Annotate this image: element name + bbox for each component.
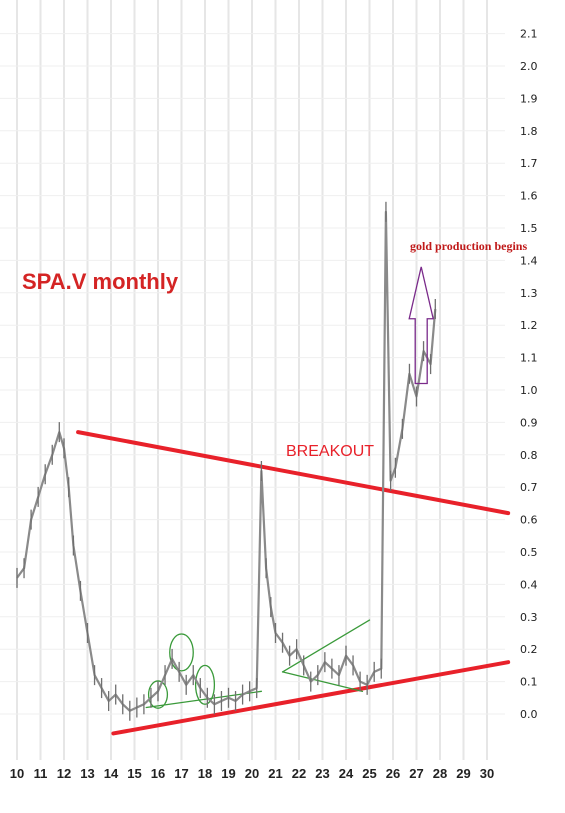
chart-title: SPA.V monthly (22, 269, 179, 294)
y-tick-label: 1.0 (520, 384, 538, 397)
x-tick-label: 16 (151, 766, 165, 781)
x-axis: 10 11 12 13 14 15 16 17 18 19 20 21 22 23 24 25 26 27 28 29… (10, 766, 494, 781)
support-trendline (111, 660, 511, 736)
breakout-annotation: BREAKOUT (286, 443, 374, 460)
gold-production-annotation: gold production begins (410, 239, 527, 253)
y-tick-label: 0.2 (520, 643, 538, 656)
x-tick-label: 27 (409, 766, 423, 781)
x-tick-label: 22 (292, 766, 306, 781)
x-tick-label: 30 (480, 766, 494, 781)
x-tick-label: 13 (80, 766, 94, 781)
y-tick-label: 1.7 (520, 157, 538, 170)
x-tick-label: 15 (127, 766, 141, 781)
y-tick-label: 2.1 (520, 28, 538, 41)
x-tick-label: 19 (221, 766, 235, 781)
y-tick-label: 0.4 (520, 578, 538, 591)
y-tick-label: 0.9 (520, 416, 538, 429)
x-tick-label: 12 (57, 766, 71, 781)
y-tick-label: 1.2 (520, 319, 538, 332)
y-tick-label: 0.0 (520, 708, 538, 721)
green-circle-marker (169, 633, 194, 672)
x-tick-label: 24 (339, 766, 354, 781)
trendlines (76, 430, 511, 736)
x-tick-label: 28 (433, 766, 447, 781)
x-tick-label: 26 (386, 766, 400, 781)
x-tick-label: 20 (245, 766, 259, 781)
green-triangle-upper (281, 619, 371, 673)
x-tick-label: 11 (34, 766, 48, 781)
price-series (16, 201, 437, 721)
y-tick-label: 0.3 (520, 611, 538, 624)
y-tick-label: 0.5 (520, 546, 538, 559)
y-tick-label: 0.7 (520, 481, 538, 494)
x-tick-label: 29 (456, 766, 470, 781)
green-triangle-lower (281, 671, 364, 692)
y-tick-label: 1.8 (520, 125, 538, 138)
y-tick-label: 1.3 (520, 287, 538, 300)
y-tick-label: 2.0 (520, 60, 538, 73)
y-tick-label: 1.4 (520, 254, 538, 267)
resistance-trendline (76, 430, 511, 516)
y-tick-label: 1.9 (520, 92, 538, 105)
green-circle-marker (147, 680, 169, 709)
y-tick-label: 0.6 (520, 514, 538, 527)
y-tick-label: 0.8 (520, 449, 538, 462)
y-tick-label: 1.5 (520, 222, 538, 235)
green-circle-marker (194, 664, 216, 705)
up-arrow-shape (408, 266, 435, 385)
x-tick-label: 25 (362, 766, 376, 781)
x-tick-label: 14 (104, 766, 119, 781)
up-arrow-icon (408, 266, 435, 385)
x-tick-label: 17 (174, 766, 188, 781)
y-tick-label: 0.1 (520, 676, 538, 689)
y-axis: 0.0 0.1 0.2 0.3 0.4 0.5 0.6 0.7 0.8 0.9 1.0 1.1 1.2 1… (520, 28, 538, 721)
y-tick-label: 1.6 (520, 190, 538, 203)
x-tick-label: 10 (10, 766, 24, 781)
grid (0, 0, 505, 760)
x-tick-label: 18 (198, 766, 212, 781)
x-tick-label: 21 (268, 766, 282, 781)
y-tick-label: 1.1 (520, 352, 538, 365)
x-tick-label: 23 (315, 766, 329, 781)
price-line (16, 210, 437, 712)
